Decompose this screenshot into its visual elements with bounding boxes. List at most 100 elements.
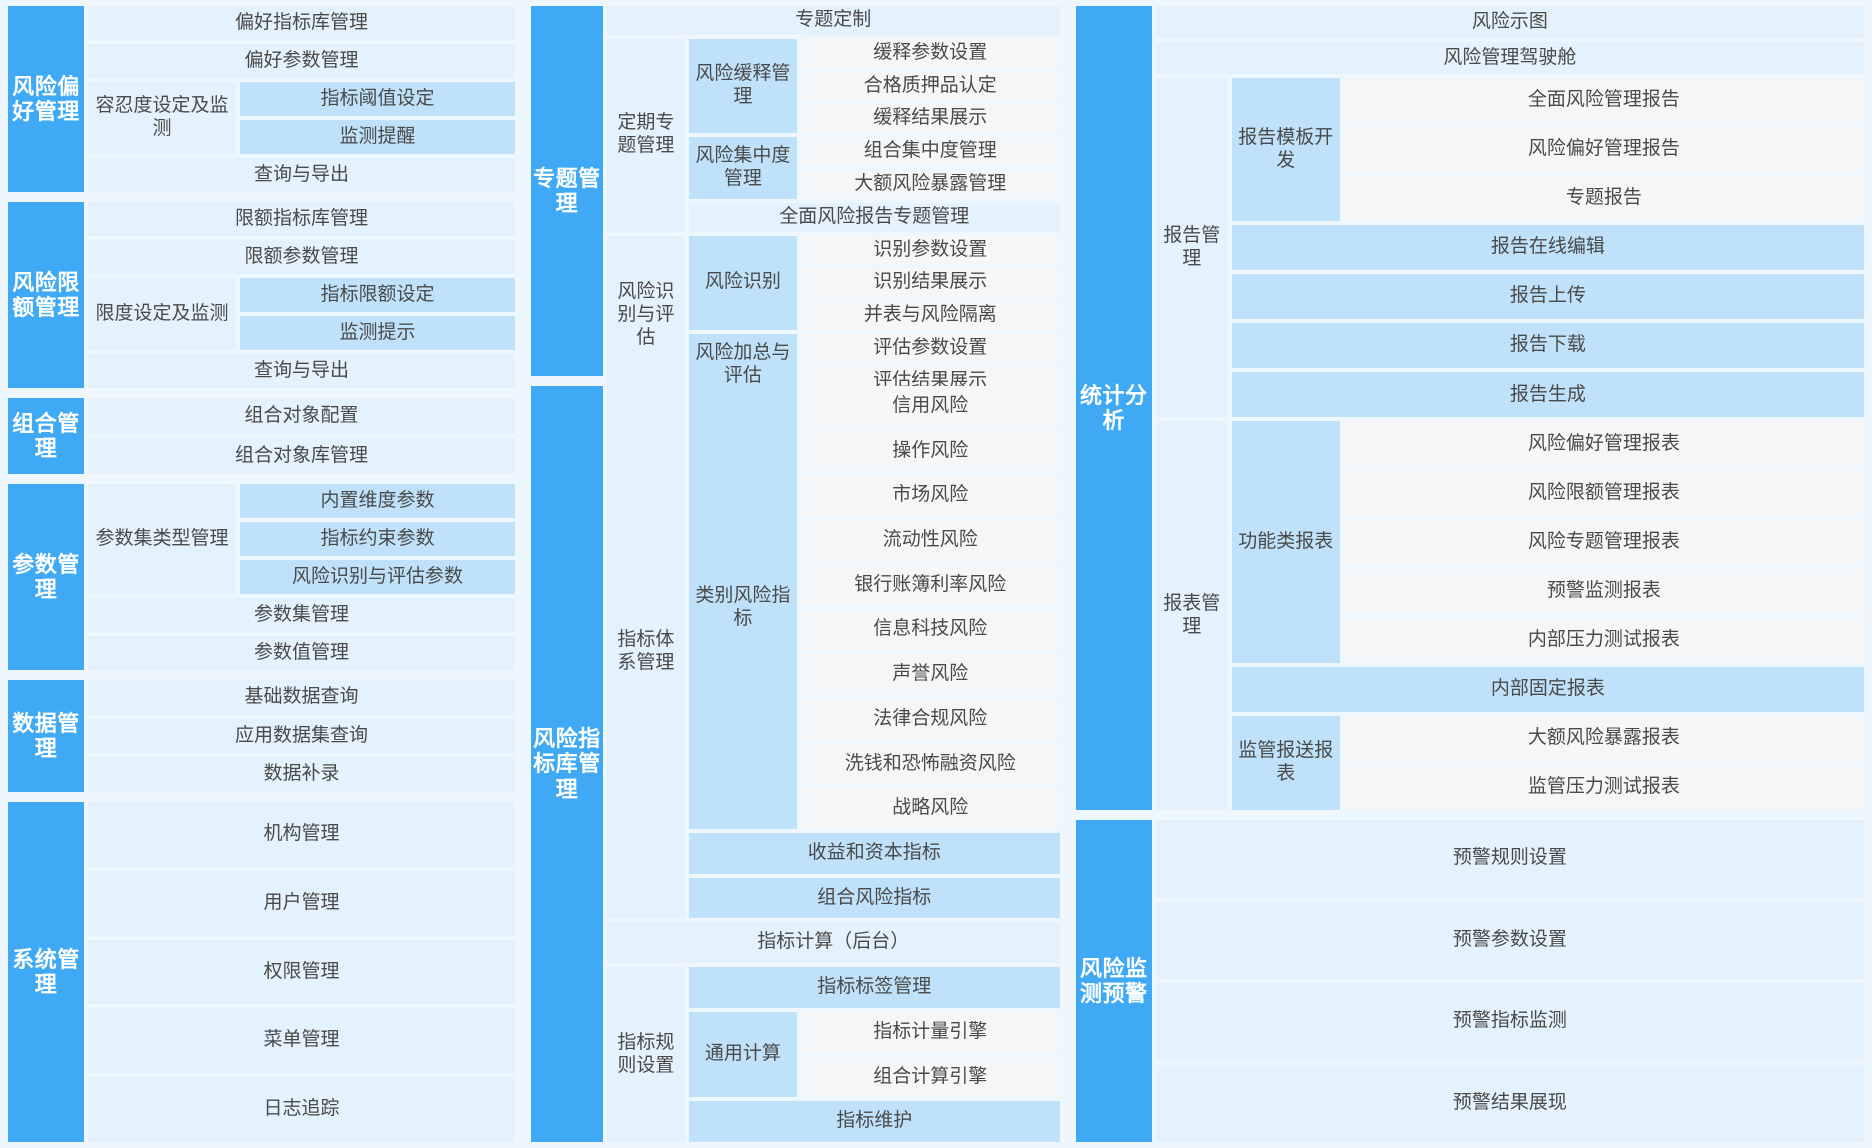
menu-item[interactable]: 内部固定报表 [1231, 666, 1864, 712]
module-portfolio[interactable]: 组合管理 组合对象配置 组合对象库管理 [8, 398, 515, 474]
menu-item[interactable]: 组合对象配置 [88, 398, 515, 434]
menu-item[interactable]: 查询与导出 [88, 354, 515, 388]
menu-item[interactable]: 战略风险 [800, 788, 1060, 830]
menu-item[interactable]: 用户管理 [88, 870, 515, 936]
menu-item[interactable]: 报告上传 [1231, 274, 1864, 320]
module-topic[interactable]: 专题管理 专题定制 定期专题管理 风险缓释管理 缓释参数设置 合格质押品认定 [530, 6, 1060, 396]
menu-item[interactable]: 应用数据集查询 [88, 718, 515, 754]
menu-subgroup[interactable]: 风险集中度管理 [688, 137, 797, 199]
module-risk-preference[interactable]: 风险偏好管理 偏好指标库管理 偏好参数管理 容忍度设定及监测 指标阈值设定 监测… [8, 6, 515, 192]
menu-item[interactable]: 银行账簿利率风险 [800, 564, 1060, 606]
menu-item[interactable]: 查询与导出 [88, 158, 515, 192]
menu-item[interactable]: 识别参数设置 [800, 235, 1060, 265]
menu-item[interactable]: 预警监测报表 [1343, 568, 1864, 614]
menu-item[interactable]: 限额指标库管理 [88, 202, 515, 236]
menu-item[interactable]: 机构管理 [88, 802, 515, 867]
module-parameter[interactable]: 参数管理 参数集类型管理 内置维度参数 指标约束参数 风险识别与评估参数 参数集… [8, 484, 515, 670]
menu-item[interactable]: 指标限额设定 [240, 278, 515, 312]
menu-item[interactable]: 日志追踪 [88, 1077, 515, 1142]
menu-item[interactable]: 流动性风险 [800, 520, 1060, 561]
module-data[interactable]: 数据管理 基础数据查询 应用数据集查询 数据补录 [8, 680, 515, 793]
menu-item[interactable]: 报告生成 [1231, 372, 1864, 418]
menu-subgroup[interactable]: 通用计算 [688, 1011, 797, 1098]
menu-item[interactable]: 偏好参数管理 [88, 44, 515, 78]
menu-item[interactable]: 声誉风险 [800, 654, 1060, 695]
menu-item[interactable]: 预警规则设置 [1155, 820, 1864, 898]
menu-item[interactable]: 信息科技风险 [800, 609, 1060, 651]
menu-item[interactable]: 并表与风险隔离 [800, 301, 1060, 330]
menu-item[interactable]: 风险识别与评估参数 [240, 560, 515, 594]
menu-item[interactable]: 组合对象库管理 [88, 438, 515, 474]
menu-item[interactable]: 指标计算（后台） [606, 922, 1060, 964]
menu-item[interactable]: 监测提示 [240, 316, 515, 350]
menu-item[interactable]: 评估参数设置 [800, 333, 1060, 363]
module-statistics[interactable]: 统计分析 风险示图 风险管理驾驶舱 报告管理 报告模板开发 全面风险管理报告 [1075, 6, 1864, 811]
menu-subgroup[interactable]: 风险识别 [688, 235, 797, 330]
menu-group[interactable]: 风险识别与评估 [606, 235, 685, 396]
menu-item[interactable]: 报告在线编辑 [1231, 225, 1864, 271]
menu-item[interactable]: 内置维度参数 [240, 484, 515, 518]
menu-item[interactable]: 操作风险 [800, 430, 1060, 472]
menu-subgroup[interactable]: 监管报送报表 [1231, 715, 1340, 810]
menu-item[interactable]: 组合计算引擎 [800, 1056, 1060, 1098]
menu-group[interactable]: 指标规则设置 [606, 967, 685, 1142]
menu-item[interactable]: 菜单管理 [88, 1008, 515, 1074]
menu-subgroup[interactable]: 类别风险指标 [688, 386, 797, 830]
menu-item[interactable]: 风险管理驾驶舱 [1155, 42, 1864, 74]
module-risk-limit[interactable]: 风险限额管理 限额指标库管理 限额参数管理 限度设定及监测 指标限额设定 监测提… [8, 202, 515, 388]
menu-group[interactable]: 定期专题管理 [606, 38, 685, 232]
menu-item[interactable]: 偏好指标库管理 [88, 6, 515, 40]
menu-item[interactable]: 信用风险 [800, 386, 1060, 427]
menu-item[interactable]: 风险偏好管理报告 [1343, 127, 1864, 173]
menu-item[interactable]: 参数集管理 [88, 598, 515, 632]
menu-item[interactable]: 组合集中度管理 [800, 137, 1060, 166]
menu-item[interactable]: 预警参数设置 [1155, 901, 1864, 979]
menu-item[interactable]: 识别结果展示 [800, 268, 1060, 298]
menu-subgroup[interactable]: 报告模板开发 [1231, 78, 1340, 222]
menu-group[interactable]: 指标体系管理 [606, 386, 685, 919]
module-risk-monitoring-alert[interactable]: 风险监测预警 预警规则设置 预警参数设置 预警指标监测 预警结果展现 [1075, 820, 1864, 1142]
menu-item[interactable]: 报告下载 [1231, 323, 1864, 369]
menu-item[interactable]: 缓释参数设置 [800, 38, 1060, 68]
menu-item[interactable]: 全面风险报告专题管理 [688, 202, 1060, 232]
menu-item[interactable]: 指标标签管理 [688, 967, 1060, 1008]
menu-item[interactable]: 监测提醒 [240, 120, 515, 154]
menu-item[interactable]: 风险偏好管理报表 [1343, 421, 1864, 467]
menu-item[interactable]: 专题报告 [1343, 176, 1864, 222]
menu-item[interactable]: 指标约束参数 [240, 522, 515, 556]
menu-item[interactable]: 预警指标监测 [1155, 983, 1864, 1061]
menu-item[interactable]: 风险限额管理报表 [1343, 470, 1864, 516]
menu-item[interactable]: 组合风险指标 [688, 877, 1060, 919]
menu-item[interactable]: 指标计量引擎 [800, 1011, 1060, 1053]
menu-subgroup[interactable]: 功能类报表 [1231, 421, 1340, 663]
menu-item[interactable]: 内部压力测试报表 [1343, 617, 1864, 663]
menu-item[interactable]: 大额风险暴露报表 [1343, 715, 1864, 761]
menu-subgroup[interactable]: 风险加总与评估 [688, 333, 797, 396]
menu-item[interactable]: 基础数据查询 [88, 680, 515, 715]
menu-item[interactable]: 市场风险 [800, 475, 1060, 517]
menu-item[interactable]: 参数值管理 [88, 636, 515, 670]
menu-item[interactable]: 限额参数管理 [88, 240, 515, 274]
menu-item[interactable]: 风险专题管理报表 [1343, 519, 1864, 565]
module-system[interactable]: 系统管理 机构管理 用户管理 权限管理 菜单管理 日志追踪 [8, 802, 515, 1142]
menu-group[interactable]: 容忍度设定及监测 [88, 82, 236, 154]
menu-subgroup[interactable]: 风险缓释管理 [688, 38, 797, 134]
menu-item[interactable]: 洗钱和恐怖融资风险 [800, 743, 1060, 785]
menu-item[interactable]: 指标维护 [688, 1101, 1060, 1142]
menu-item[interactable]: 指标阈值设定 [240, 82, 515, 116]
menu-group[interactable]: 报告管理 [1155, 78, 1228, 418]
menu-item[interactable]: 专题定制 [606, 6, 1060, 35]
menu-group[interactable]: 报表管理 [1155, 421, 1228, 810]
menu-group[interactable]: 限度设定及监测 [88, 278, 236, 350]
menu-item[interactable]: 缓释结果展示 [800, 104, 1060, 134]
menu-item[interactable]: 收益和资本指标 [688, 833, 1060, 874]
menu-item[interactable]: 监管压力测试报表 [1343, 764, 1864, 811]
menu-item[interactable]: 法律合规风险 [800, 698, 1060, 740]
menu-item[interactable]: 风险示图 [1155, 6, 1864, 38]
menu-item[interactable]: 大额风险暴露管理 [800, 169, 1060, 199]
menu-group[interactable]: 参数集类型管理 [88, 484, 236, 594]
menu-item[interactable]: 数据补录 [88, 757, 515, 793]
menu-item[interactable]: 预警结果展现 [1155, 1064, 1864, 1142]
menu-item[interactable]: 权限管理 [88, 939, 515, 1005]
menu-item[interactable]: 全面风险管理报告 [1343, 78, 1864, 124]
